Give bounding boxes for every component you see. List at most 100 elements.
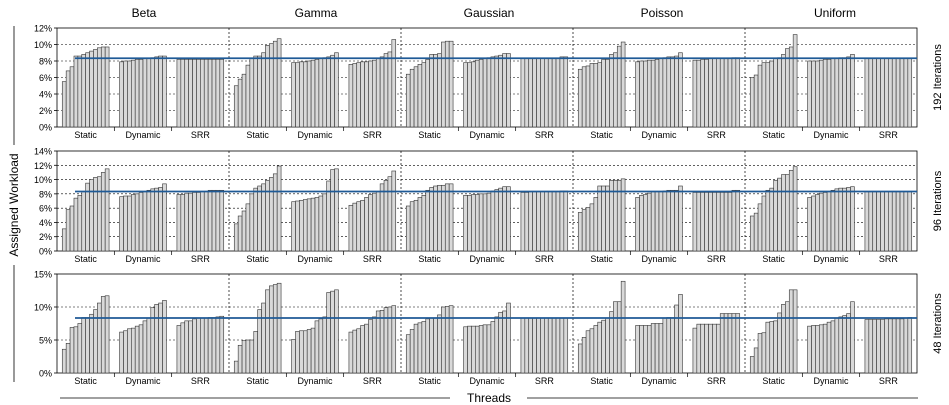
bar-poisson-srr [716,192,721,252]
bar-beta-static [77,323,83,374]
bar-gaussian-srr [547,58,553,128]
bar-beta-srr [184,59,189,128]
bar-gaussian-static [405,73,411,128]
bar-uniform-dynamic [807,325,812,374]
bar-gamma-static [241,73,247,128]
bar-gaussian-dynamic [502,310,507,374]
bar-poisson-static [585,330,591,374]
bar-gamma-srr [391,305,397,374]
bar-uniform-dynamic [842,57,847,128]
bar-gaussian-static [425,318,430,374]
title-beta: Beta [132,6,157,20]
bar-gamma-static [261,302,266,374]
bar-uniform-static [785,174,790,252]
y-tick-label: 6% [39,204,52,214]
bar-beta-dynamic [154,187,159,252]
bar-gamma-srr [375,191,381,252]
bar-beta-srr [215,189,221,252]
bar-uniform-static [765,62,771,128]
bar-beta-srr [188,192,193,252]
bar-gamma-dynamic [306,60,312,128]
bar-gaussian-srr [544,317,549,374]
bar-gamma-dynamic [291,62,296,128]
bar-gaussian-dynamic [482,324,488,374]
scheduler-label: Static [590,376,613,386]
bar-gaussian-dynamic [486,57,492,128]
bar-beta-static [77,55,83,128]
bar-poisson-srr [704,192,709,252]
bar-poisson-static [597,62,602,128]
bar-uniform-static [749,77,755,128]
bar-gaussian-srr [551,191,557,252]
bar-uniform-srr [884,191,889,252]
bar-beta-static [89,313,94,374]
bar-beta-srr [188,320,193,374]
bar-uniform-srr [895,318,901,374]
bar-uniform-dynamic [830,320,836,374]
bar-gamma-dynamic [322,193,327,252]
bar-beta-dynamic [142,191,148,252]
y-tick-label: 12% [34,24,52,34]
bar-beta-dynamic [142,58,148,128]
bar-uniform-dynamic [838,57,843,128]
bar-beta-dynamic [134,59,140,128]
bar-gaussian-srr [555,191,561,252]
bar-beta-dynamic [123,195,128,252]
bar-poisson-dynamic [646,59,652,128]
bar-gamma-dynamic [322,57,327,128]
bar-gaussian-static [437,53,442,128]
bar-beta-dynamic [162,55,167,128]
bar-poisson-srr [712,58,717,128]
bar-uniform-dynamic [846,56,851,128]
y-tick-label: 8% [39,189,52,199]
bar-poisson-dynamic [666,56,671,128]
bar-gamma-srr [372,192,377,252]
bar-poisson-srr [708,192,713,252]
bar-uniform-srr [891,318,897,374]
bar-gamma-static [257,55,262,128]
panel-2: 0% 5% 10% 15% Static Dynamic SRR Static Dynamic S… [34,270,944,387]
bar-beta-dynamic [123,60,128,128]
bar-gamma-srr [356,201,361,252]
bar-poisson-dynamic [643,60,648,128]
bar-uniform-srr [891,191,897,252]
bar-uniform-srr [899,318,905,374]
bar-uniform-static [777,312,782,374]
bar-beta-dynamic [138,59,144,128]
bar-gamma-srr [387,176,393,252]
y-tick-label: 2% [39,232,52,242]
bar-gaussian-dynamic [478,193,484,252]
bar-uniform-static [757,203,763,252]
bar-gamma-dynamic [291,201,296,252]
bar-uniform-srr [872,191,877,252]
bar-gaussian-dynamic [498,311,503,374]
bar-gamma-static [233,360,239,374]
bar-beta-srr [184,320,189,374]
bar-uniform-static [769,321,774,374]
bar-gamma-srr [364,323,369,374]
iterations-label: 192 Iterations [932,44,944,111]
bar-beta-dynamic [158,55,163,128]
bar-beta-static [85,317,90,374]
bar-beta-srr [207,189,213,252]
bar-poisson-dynamic [643,194,648,252]
scheduler-label: Dynamic [641,130,677,140]
bar-poisson-static [597,185,602,252]
bar-gamma-dynamic [299,199,304,252]
bar-poisson-srr [719,58,725,128]
scheduler-label: Static [590,254,613,264]
bar-beta-dynamic [134,325,140,374]
bar-poisson-srr [700,192,705,252]
bar-uniform-dynamic [807,60,812,128]
bar-beta-dynamic [131,194,136,252]
bar-poisson-srr [727,313,733,374]
bar-gaussian-static [448,305,454,374]
bar-gaussian-srr [520,317,526,374]
bar-uniform-srr [880,319,885,374]
bar-beta-static [85,182,90,252]
y-axis-label: Assigned Workload [7,153,21,256]
bar-poisson-dynamic [635,325,640,374]
bar-gaussian-dynamic [494,55,499,128]
bar-gamma-static [269,43,274,128]
